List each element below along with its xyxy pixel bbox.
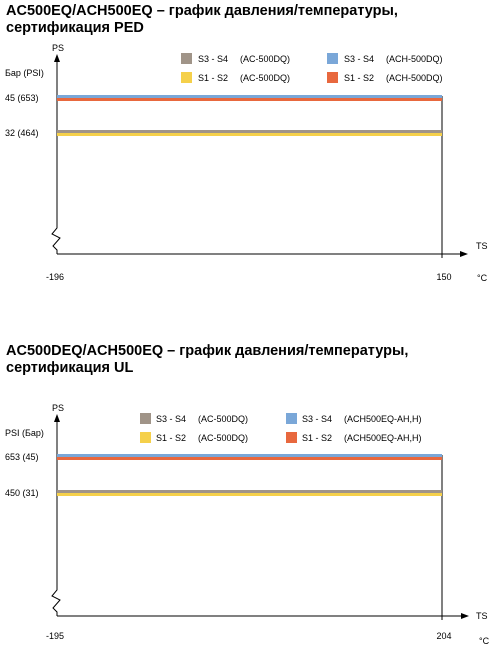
chart-2-y-axis-label: PS xyxy=(52,403,64,413)
chart-1-legend-label-2: S3 - S4 xyxy=(344,54,374,64)
chart-2-x-axis-label: TS xyxy=(476,611,488,621)
chart-1-legend-label-0: S3 - S4 xyxy=(198,54,228,64)
chart-1-x-tick-label-min: -196 xyxy=(46,272,64,282)
chart-1-legend-swatch-1 xyxy=(181,72,192,83)
chart-2-y-unit-label: PSI (Бар) xyxy=(5,428,44,438)
chart-1-x-tick-label-max: 150 xyxy=(436,272,451,282)
chart-1-legend-label-3: S1 - S2 xyxy=(344,73,374,83)
chart-2-legend-model-3: (ACH500EQ-AH,H) xyxy=(344,433,422,443)
chart-2-title-line-1: AC500DEQ/ACH500EQ – график давления/темп… xyxy=(6,343,409,359)
chart-1-y-unit-label: Бар (PSI) xyxy=(5,68,44,78)
chart-1-y-tick-label-top: 45 (653) xyxy=(5,93,39,103)
chart-2-pressure-temperature-ul: PS PSI (Бар) TS °C 653 (45) 450 (31) -195 204 S3… xyxy=(5,403,490,645)
chart-1-x-axis-label: TS xyxy=(476,241,488,251)
chart-2-legend-swatch-1 xyxy=(140,432,151,443)
chart-2-x-tick-label-min: -195 xyxy=(46,631,64,641)
chart-1-legend-swatch-2 xyxy=(327,53,338,64)
chart-2-legend-swatch-3 xyxy=(286,432,297,443)
chart-2-legend-label-1: S1 - S2 xyxy=(156,433,186,443)
chart-2-y-tick-label-bottom: 450 (31) xyxy=(5,488,39,498)
chart-2-x-unit-label: °C xyxy=(479,636,490,645)
chart-1-y-tick-label-bottom: 32 (464) xyxy=(5,128,39,138)
chart-2-y-tick-label-top: 653 (45) xyxy=(5,452,39,462)
chart-2-y-axis-line xyxy=(51,418,61,616)
chart-1-title: AC500EQ/ACH500EQ – график давления/темпе… xyxy=(6,3,398,37)
chart-2-legend-swatch-0 xyxy=(140,413,151,424)
chart-2-legend-model-0: (AC-500DQ) xyxy=(198,414,248,424)
chart-1-legend-model-1: (AC-500DQ) xyxy=(240,73,290,83)
chart-1-legend-model-2: (ACH-500DQ) xyxy=(386,54,443,64)
chart-1-legend-label-1: S1 - S2 xyxy=(198,73,228,83)
chart-1-y-axis-label: PS xyxy=(52,43,64,53)
chart-2-legend-label-0: S3 - S4 xyxy=(156,414,186,424)
chart-2-legend-label-3: S1 - S2 xyxy=(302,433,332,443)
chart-1-legend-model-0: (AC-500DQ) xyxy=(240,54,290,64)
chart-2-legend-label-2: S3 - S4 xyxy=(302,414,332,424)
chart-2-title-line-2: сертификация UL xyxy=(6,360,134,376)
chart-1-x-axis-arrow xyxy=(460,251,468,257)
chart-2-y-axis-arrow xyxy=(54,414,60,422)
chart-2-title: AC500DEQ/ACH500EQ – график давления/темп… xyxy=(6,343,408,377)
chart-1-legend-swatch-3 xyxy=(327,72,338,83)
chart-1-x-unit-label: °C xyxy=(477,273,488,283)
chart-1-y-axis-line xyxy=(51,58,61,254)
chart-1-legend-swatch-0 xyxy=(181,53,192,64)
chart-2-x-tick-label-max: 204 xyxy=(436,631,451,641)
chart-2-legend-swatch-2 xyxy=(286,413,297,424)
chart-2-x-axis-arrow xyxy=(461,613,469,619)
chart-1-title-line-2: сертификация PED xyxy=(6,20,144,36)
chart-2-legend-model-1: (AC-500DQ) xyxy=(198,433,248,443)
chart-1-legend-model-3: (ACH-500DQ) xyxy=(386,73,443,83)
chart-1-pressure-temperature-ped: PS Бар (PSI) TS °C 45 (653) 32 (464) -196 150 S3… xyxy=(5,43,488,283)
chart-1-y-axis-arrow xyxy=(54,54,60,62)
chart-1-title-line-1: AC500EQ/ACH500EQ – график давления/темпе… xyxy=(6,3,398,19)
chart-2-legend-model-2: (ACH500EQ-AH,H) xyxy=(344,414,422,424)
